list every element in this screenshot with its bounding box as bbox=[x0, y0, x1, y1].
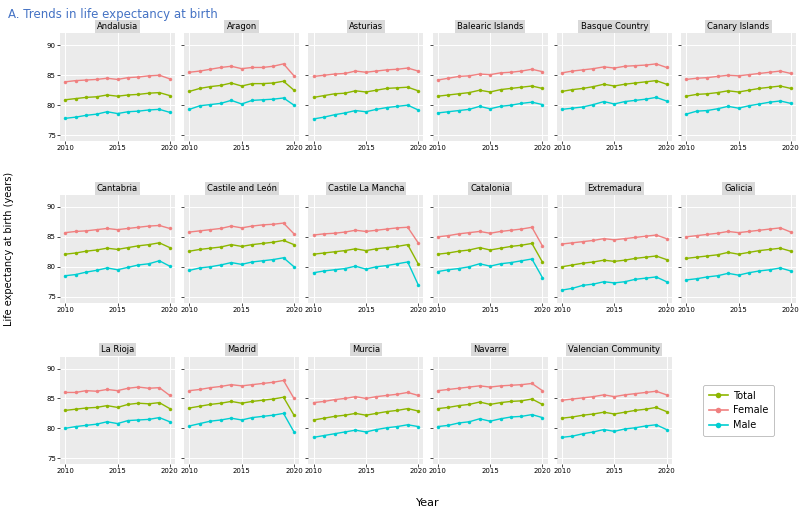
Text: A. Trends in life expectancy at birth: A. Trends in life expectancy at birth bbox=[8, 8, 218, 21]
Title: Castile and León: Castile and León bbox=[206, 184, 277, 193]
Text: Life expectancy at birth (years): Life expectancy at birth (years) bbox=[4, 172, 14, 326]
Title: Balearic Islands: Balearic Islands bbox=[457, 22, 523, 31]
Title: Aragon: Aragon bbox=[226, 22, 257, 31]
Title: Andalusia: Andalusia bbox=[97, 22, 138, 31]
Title: Asturias: Asturias bbox=[349, 22, 383, 31]
Legend: Total, Female, Male: Total, Female, Male bbox=[703, 385, 774, 436]
Title: Murcia: Murcia bbox=[352, 345, 380, 354]
Title: Cantabria: Cantabria bbox=[97, 184, 138, 193]
Title: Valencian Community: Valencian Community bbox=[568, 345, 660, 354]
Title: Madrid: Madrid bbox=[227, 345, 256, 354]
Title: Galicia: Galicia bbox=[724, 184, 753, 193]
Text: Year: Year bbox=[416, 498, 440, 508]
Title: Navarre: Navarre bbox=[474, 345, 507, 354]
Title: Catalonia: Catalonia bbox=[470, 184, 510, 193]
Title: La Rioja: La Rioja bbox=[101, 345, 134, 354]
Title: Castile La Mancha: Castile La Mancha bbox=[328, 184, 404, 193]
Title: Extremadura: Extremadura bbox=[587, 184, 642, 193]
Title: Basque Country: Basque Country bbox=[581, 22, 648, 31]
Title: Canary Islands: Canary Islands bbox=[707, 22, 770, 31]
